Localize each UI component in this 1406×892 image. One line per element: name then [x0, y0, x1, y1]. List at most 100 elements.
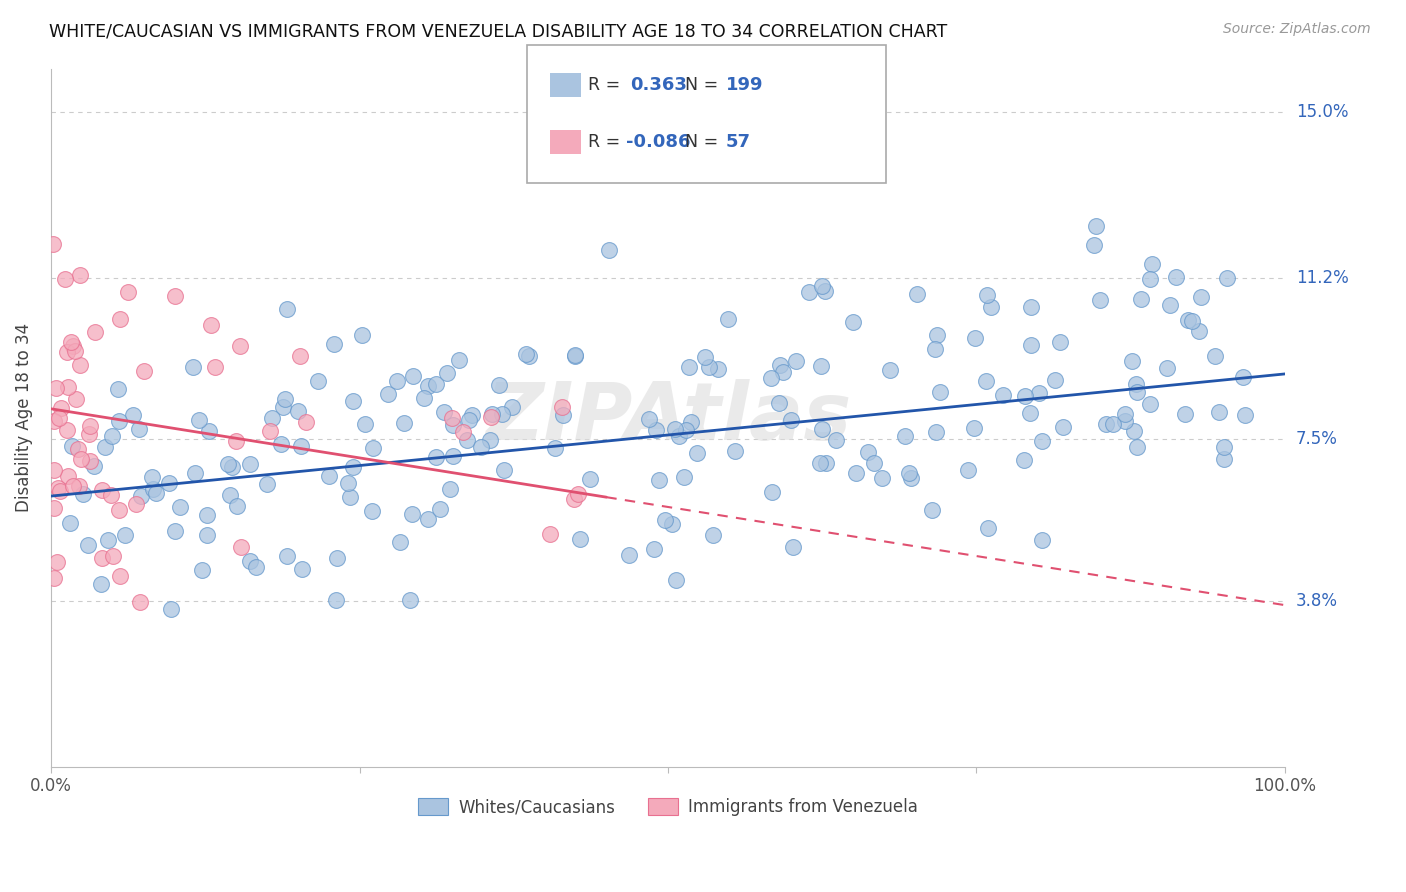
- Point: [681, 416, 703, 430]
- Point: [325, 593, 347, 607]
- Point: [1045, 373, 1067, 387]
- Point: [157, 475, 180, 490]
- Point: [1156, 360, 1178, 375]
- Point: [416, 512, 439, 526]
- Point: [815, 456, 838, 470]
- Point: [436, 366, 458, 380]
- Point: [686, 446, 709, 460]
- Point: [259, 424, 281, 438]
- Point: [894, 429, 917, 443]
- Point: [181, 359, 204, 374]
- Y-axis label: Disability Age 18 to 34: Disability Age 18 to 34: [15, 323, 32, 512]
- Point: [963, 421, 986, 435]
- Point: [229, 339, 252, 353]
- Point: [361, 441, 384, 455]
- Point: [491, 407, 513, 421]
- Point: [1019, 300, 1042, 314]
- Point: [675, 423, 697, 437]
- Point: [824, 433, 846, 447]
- Point: [779, 413, 801, 427]
- Point: [377, 386, 399, 401]
- Point: [1189, 290, 1212, 304]
- Point: [706, 362, 728, 376]
- Point: [1014, 388, 1036, 402]
- Point: [1085, 219, 1108, 233]
- Point: [433, 405, 456, 419]
- Point: [231, 541, 253, 555]
- Point: [225, 434, 247, 448]
- Point: [326, 551, 349, 566]
- Point: [416, 378, 439, 392]
- Point: [1208, 405, 1230, 419]
- Point: [45, 381, 67, 395]
- Point: [117, 285, 139, 300]
- Point: [90, 550, 112, 565]
- Point: [336, 476, 359, 491]
- Point: [702, 528, 724, 542]
- Point: [101, 549, 124, 563]
- Point: [1140, 257, 1163, 271]
- Point: [90, 576, 112, 591]
- Point: [1019, 338, 1042, 352]
- Point: [245, 559, 267, 574]
- Point: [759, 371, 782, 385]
- Point: [654, 514, 676, 528]
- Text: WHITE/CAUCASIAN VS IMMIGRANTS FROM VENEZUELA DISABILITY AGE 18 TO 34 CORRELATION: WHITE/CAUCASIAN VS IMMIGRANTS FROM VENEZ…: [49, 22, 948, 40]
- Text: 199: 199: [725, 77, 763, 95]
- Point: [128, 422, 150, 436]
- Point: [814, 284, 837, 298]
- Point: [191, 563, 214, 577]
- Point: [579, 471, 602, 485]
- Point: [470, 440, 492, 454]
- Point: [107, 382, 129, 396]
- Point: [69, 452, 91, 467]
- Point: [925, 328, 948, 343]
- Point: [204, 359, 226, 374]
- Point: [53, 272, 76, 286]
- Point: [1130, 293, 1153, 307]
- Point: [198, 424, 221, 438]
- Point: [271, 401, 294, 415]
- Point: [287, 403, 309, 417]
- Point: [323, 337, 346, 351]
- Point: [63, 344, 86, 359]
- Point: [1181, 314, 1204, 328]
- Point: [1114, 407, 1136, 421]
- Point: [1052, 420, 1074, 434]
- Point: [810, 279, 832, 293]
- Point: [991, 388, 1014, 402]
- Text: 3.8%: 3.8%: [1296, 591, 1339, 610]
- Point: [110, 569, 132, 583]
- Point: [1028, 385, 1050, 400]
- Point: [318, 469, 340, 483]
- Point: [425, 377, 447, 392]
- Point: [1088, 293, 1111, 307]
- Point: [842, 315, 865, 329]
- Point: [673, 470, 696, 484]
- Point: [200, 318, 222, 332]
- Point: [49, 401, 72, 415]
- Point: [401, 507, 423, 521]
- Point: [665, 573, 688, 587]
- Point: [1204, 349, 1226, 363]
- Point: [69, 358, 91, 372]
- Point: [307, 374, 329, 388]
- Point: [810, 359, 832, 373]
- Point: [295, 416, 318, 430]
- Point: [108, 414, 131, 428]
- Point: [160, 602, 183, 616]
- Point: [195, 508, 218, 522]
- Point: [1126, 441, 1149, 455]
- Point: [879, 363, 901, 377]
- Point: [564, 348, 586, 362]
- Point: [564, 349, 586, 363]
- Point: [441, 449, 464, 463]
- Point: [481, 407, 503, 421]
- Point: [96, 533, 118, 547]
- Point: [165, 289, 187, 303]
- Point: [564, 492, 586, 507]
- Point: [785, 354, 807, 368]
- Point: [449, 353, 471, 368]
- Point: [42, 500, 65, 515]
- Point: [488, 378, 510, 392]
